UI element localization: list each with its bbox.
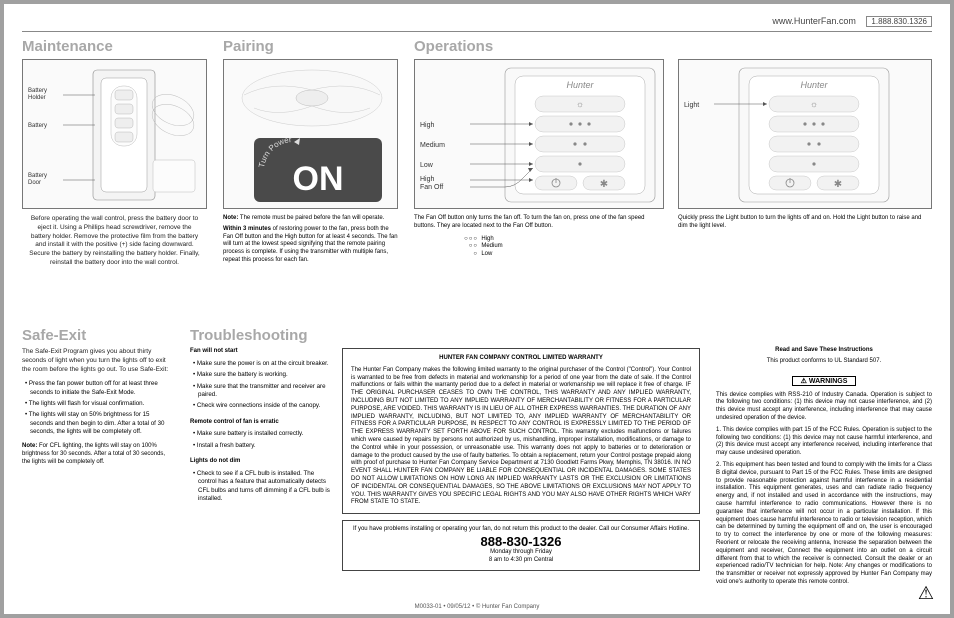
pairing-note: The remote must be paired before the fan…: [240, 215, 384, 221]
header-url: www.HunterFan.com: [772, 16, 856, 26]
speed-row: ○ Low: [454, 251, 664, 259]
svg-text:✱: ✱: [834, 179, 842, 190]
operations-title: Operations: [414, 38, 932, 55]
svg-text:Battery: Battery: [28, 123, 47, 129]
instructions-p3: 2. This equipment has been tested and fo…: [716, 462, 932, 587]
instructions-p2: 1. This device complies with part 15 of …: [716, 427, 932, 458]
instructions-conform: This product conforms to UL Standard 507…: [716, 358, 932, 366]
svg-text:☼: ☼: [810, 99, 818, 109]
header: www.HunterFan.com 1.888.830.1326: [22, 16, 932, 32]
op-right-illus: Hunter ☼ ✱: [678, 59, 932, 209]
warnings-badge: WARNINGS: [792, 376, 857, 386]
warranty-title: HUNTER FAN COMPANY CONTROL LIMITED WARRA…: [351, 355, 691, 363]
pairing-note-label: Note:: [223, 215, 238, 221]
maintenance-illus: Battery Holder Battery Battery Door: [22, 59, 207, 209]
hotline-hours1: Monday through Friday: [351, 549, 691, 557]
t1-title: Fan will not start: [190, 348, 330, 356]
speed-row: ○○ Medium: [454, 243, 664, 251]
hotline-text: If you have problems installing or opera…: [351, 526, 691, 534]
warranty-box: HUNTER FAN COMPANY CONTROL LIMITED WARRA…: [342, 348, 700, 514]
t3-items: Check to see if a CFL bulb is installed.…: [190, 470, 330, 503]
safeexit-note: For CFL lighting, the lights will stay o…: [22, 443, 165, 465]
pairing-within-label: Within 3 minutes: [223, 226, 271, 232]
warning-triangle-icon: ⚠: [918, 583, 934, 604]
op-left-illus: Hunter ☼: [414, 59, 664, 209]
svg-text:ON: ON: [293, 160, 344, 198]
svg-text:Holder: Holder: [28, 95, 46, 101]
safeexit-title: Safe-Exit: [22, 327, 174, 344]
svg-text:Battery: Battery: [28, 88, 47, 94]
svg-text:☼: ☼: [576, 99, 584, 109]
pairing-title: Pairing: [223, 38, 398, 55]
op-right-text: Quickly press the Light button to turn t…: [678, 215, 932, 231]
svg-text:✱: ✱: [600, 179, 608, 190]
svg-text:Light: Light: [684, 102, 699, 109]
maintenance-text: Before operating the wall control, press…: [22, 215, 207, 268]
svg-text:Medium: Medium: [420, 142, 445, 149]
hotline-box: If you have problems installing or opera…: [342, 520, 700, 570]
svg-text:Low: Low: [420, 162, 434, 169]
instructions-title: Read and Save These Instructions: [716, 347, 932, 355]
instructions-p1: This device complies with RSS-210 of Ind…: [716, 392, 932, 423]
svg-text:High: High: [420, 122, 435, 129]
safeexit-note-label: Note:: [22, 443, 37, 449]
maintenance-title: Maintenance: [22, 38, 207, 55]
t3-title: Lights do not dim: [190, 458, 330, 466]
safeexit-bullets: Press the fan power button off for at le…: [22, 380, 174, 439]
hotline-phone: 888-830-1326: [351, 534, 691, 549]
warranty-body: The Hunter Fan Company makes the followi…: [351, 367, 691, 507]
svg-text:Hunter: Hunter: [566, 80, 594, 90]
header-phone: 1.888.830.1326: [866, 16, 932, 27]
hotline-hours2: 8 am to 4:30 pm Central: [351, 557, 691, 565]
pairing-illus: ON Turn Power: [223, 59, 398, 209]
svg-text:Hunter: Hunter: [800, 80, 828, 90]
speed-row: ○○○ High: [454, 236, 664, 244]
safeexit-intro: The Safe-Exit Program gives you about th…: [22, 348, 174, 374]
svg-text:Door: Door: [28, 180, 41, 186]
svg-text:Fan Off: Fan Off: [420, 184, 443, 191]
t2-title: Remote control of fan is erratic: [190, 419, 330, 427]
footer: M0033-01 • 09/05/12 • © Hunter Fan Compa…: [4, 604, 950, 610]
t2-items: Make sure battery is installed correctly…: [190, 430, 330, 450]
svg-text:High: High: [420, 176, 435, 183]
op-left-text: The Fan Off button only turns the fan of…: [414, 215, 664, 231]
troubleshooting-title: Troubleshooting: [190, 327, 700, 344]
t1-items: Make sure the power is on at the circuit…: [190, 360, 330, 411]
svg-text:Battery: Battery: [28, 173, 47, 179]
